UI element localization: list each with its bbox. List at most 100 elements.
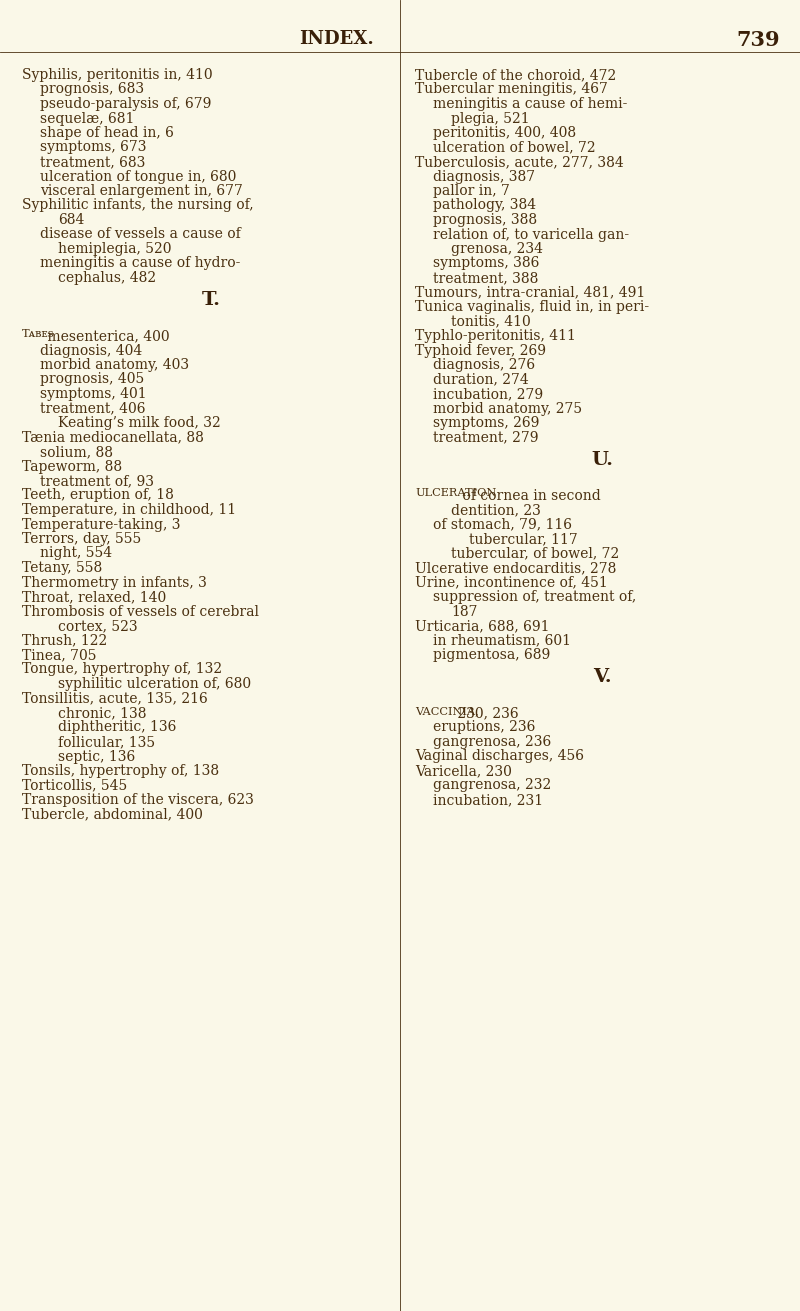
Text: shape of head in, 6: shape of head in, 6	[40, 126, 174, 140]
Text: Ulcerative endocarditis, 278: Ulcerative endocarditis, 278	[415, 561, 616, 576]
Text: cephalus, 482: cephalus, 482	[58, 271, 156, 284]
Text: Keating’s milk food, 32: Keating’s milk food, 32	[58, 416, 221, 430]
Text: 187: 187	[451, 604, 478, 619]
Text: meningitis a cause of hydro-: meningitis a cause of hydro-	[40, 257, 240, 270]
Text: diagnosis, 276: diagnosis, 276	[433, 358, 535, 372]
Text: grenosa, 234: grenosa, 234	[451, 243, 543, 256]
Text: peritonitis, 400, 408: peritonitis, 400, 408	[433, 126, 576, 140]
Text: INDEX.: INDEX.	[298, 30, 374, 49]
Text: Tubercle, abdominal, 400: Tubercle, abdominal, 400	[22, 808, 203, 822]
Text: relation of, to varicella gan-: relation of, to varicella gan-	[433, 228, 629, 241]
Text: suppression of, treatment of,: suppression of, treatment of,	[433, 590, 636, 604]
Text: Torticollis, 545: Torticollis, 545	[22, 779, 127, 793]
Text: Transposition of the viscera, 623: Transposition of the viscera, 623	[22, 793, 254, 808]
Text: 684: 684	[58, 212, 84, 227]
Text: Tetany, 558: Tetany, 558	[22, 561, 102, 576]
Text: Tubercle of the choroid, 472: Tubercle of the choroid, 472	[415, 68, 616, 83]
Text: tubercular, 117: tubercular, 117	[469, 532, 578, 545]
Text: Urine, incontinence of, 451: Urine, incontinence of, 451	[415, 576, 608, 590]
Text: Tongue, hypertrophy of, 132: Tongue, hypertrophy of, 132	[22, 662, 222, 676]
Text: Syphilis, peritonitis in, 410: Syphilis, peritonitis in, 410	[22, 68, 213, 83]
Text: Thermometry in infants, 3: Thermometry in infants, 3	[22, 576, 207, 590]
Text: syphilitic ulceration of, 680: syphilitic ulceration of, 680	[58, 676, 251, 691]
Text: tonitis, 410: tonitis, 410	[451, 315, 530, 329]
Text: Tapeworm, 88: Tapeworm, 88	[22, 459, 122, 473]
Text: Throat, relaxed, 140: Throat, relaxed, 140	[22, 590, 166, 604]
Text: V.: V.	[593, 669, 612, 686]
Text: Temperature-taking, 3: Temperature-taking, 3	[22, 518, 181, 531]
Text: 230, 236: 230, 236	[454, 707, 519, 720]
Text: Typhoid fever, 269: Typhoid fever, 269	[415, 343, 546, 358]
Text: follicular, 135: follicular, 135	[58, 735, 155, 749]
Text: septic, 136: septic, 136	[58, 750, 135, 763]
Text: treatment, 406: treatment, 406	[40, 401, 146, 416]
Text: symptoms, 673: symptoms, 673	[40, 140, 146, 155]
Text: sequelæ, 681: sequelæ, 681	[40, 111, 134, 126]
Text: Tinea, 705: Tinea, 705	[22, 648, 97, 662]
Text: Teeth, eruption of, 18: Teeth, eruption of, 18	[22, 489, 174, 502]
Text: pigmentosa, 689: pigmentosa, 689	[433, 648, 550, 662]
Text: Typhlo-peritonitis, 411: Typhlo-peritonitis, 411	[415, 329, 576, 343]
Text: duration, 274: duration, 274	[433, 372, 529, 387]
Text: Varicella, 230: Varicella, 230	[415, 764, 512, 777]
Text: treatment, 388: treatment, 388	[433, 271, 538, 284]
Text: ULCERATION: ULCERATION	[415, 489, 496, 498]
Text: Thrombosis of vessels of cerebral: Thrombosis of vessels of cerebral	[22, 604, 259, 619]
Text: of cornea in second: of cornea in second	[458, 489, 600, 502]
Text: diagnosis, 404: diagnosis, 404	[40, 343, 142, 358]
Text: night, 554: night, 554	[40, 547, 112, 561]
Text: disease of vessels a cause of: disease of vessels a cause of	[40, 228, 241, 241]
Text: Tonsils, hypertrophy of, 138: Tonsils, hypertrophy of, 138	[22, 764, 219, 777]
Text: symptoms, 269: symptoms, 269	[433, 416, 539, 430]
Text: ulceration of bowel, 72: ulceration of bowel, 72	[433, 140, 596, 155]
Text: Tubercular meningitis, 467: Tubercular meningitis, 467	[415, 83, 608, 97]
Text: hemiplegia, 520: hemiplegia, 520	[58, 243, 171, 256]
Text: solium, 88: solium, 88	[40, 444, 113, 459]
Text: gangrenosa, 236: gangrenosa, 236	[433, 735, 551, 749]
Text: plegia, 521: plegia, 521	[451, 111, 530, 126]
Text: meningitis a cause of hemi-: meningitis a cause of hemi-	[433, 97, 627, 111]
Text: Vaginal discharges, 456: Vaginal discharges, 456	[415, 750, 584, 763]
Text: Tuberculosis, acute, 277, 384: Tuberculosis, acute, 277, 384	[415, 155, 624, 169]
Text: in rheumatism, 601: in rheumatism, 601	[433, 633, 571, 648]
Text: prognosis, 683: prognosis, 683	[40, 83, 144, 97]
Text: tubercular, of bowel, 72: tubercular, of bowel, 72	[451, 547, 619, 561]
Text: dentition, 23: dentition, 23	[451, 503, 541, 517]
Text: treatment, 683: treatment, 683	[40, 155, 146, 169]
Text: Temperature, in childhood, 11: Temperature, in childhood, 11	[22, 503, 236, 517]
Text: T.: T.	[202, 291, 221, 309]
Text: morbid anatomy, 275: morbid anatomy, 275	[433, 401, 582, 416]
Text: visceral enlargement in, 677: visceral enlargement in, 677	[40, 184, 243, 198]
Text: Tonsillitis, acute, 135, 216: Tonsillitis, acute, 135, 216	[22, 691, 208, 705]
Text: pallor in, 7: pallor in, 7	[433, 184, 510, 198]
Text: chronic, 138: chronic, 138	[58, 707, 146, 720]
Text: treatment, 279: treatment, 279	[433, 430, 538, 444]
Text: Terrors, day, 555: Terrors, day, 555	[22, 532, 142, 545]
Text: Thrush, 122: Thrush, 122	[22, 633, 107, 648]
Text: ulceration of tongue in, 680: ulceration of tongue in, 680	[40, 169, 236, 184]
Text: Urticaria, 688, 691: Urticaria, 688, 691	[415, 619, 550, 633]
Text: eruptions, 236: eruptions, 236	[433, 721, 535, 734]
Text: Tunica vaginalis, fluid in, in peri-: Tunica vaginalis, fluid in, in peri-	[415, 300, 649, 315]
Text: treatment of, 93: treatment of, 93	[40, 475, 154, 488]
Text: incubation, 279: incubation, 279	[433, 387, 543, 401]
Text: Syphilitic infants, the nursing of,: Syphilitic infants, the nursing of,	[22, 198, 254, 212]
Text: 739: 739	[736, 30, 780, 50]
Text: symptoms, 386: symptoms, 386	[433, 257, 539, 270]
Text: cortex, 523: cortex, 523	[58, 619, 138, 633]
Text: diphtheritic, 136: diphtheritic, 136	[58, 721, 176, 734]
Text: Tænia mediocanellata, 88: Tænia mediocanellata, 88	[22, 430, 204, 444]
Text: morbid anatomy, 403: morbid anatomy, 403	[40, 358, 189, 372]
Text: pathology, 384: pathology, 384	[433, 198, 536, 212]
Text: symptoms, 401: symptoms, 401	[40, 387, 146, 401]
Text: prognosis, 388: prognosis, 388	[433, 212, 537, 227]
Text: diagnosis, 387: diagnosis, 387	[433, 169, 535, 184]
Text: Tumours, intra-cranial, 481, 491: Tumours, intra-cranial, 481, 491	[415, 286, 646, 299]
Text: mesenterica, 400: mesenterica, 400	[43, 329, 170, 343]
Text: gangrenosa, 232: gangrenosa, 232	[433, 779, 551, 793]
Text: incubation, 231: incubation, 231	[433, 793, 543, 808]
Text: Tᴀʙᴇs: Tᴀʙᴇs	[22, 329, 54, 340]
Text: U.: U.	[591, 451, 614, 469]
Text: pseudo-paralysis of, 679: pseudo-paralysis of, 679	[40, 97, 211, 111]
Text: prognosis, 405: prognosis, 405	[40, 372, 144, 387]
